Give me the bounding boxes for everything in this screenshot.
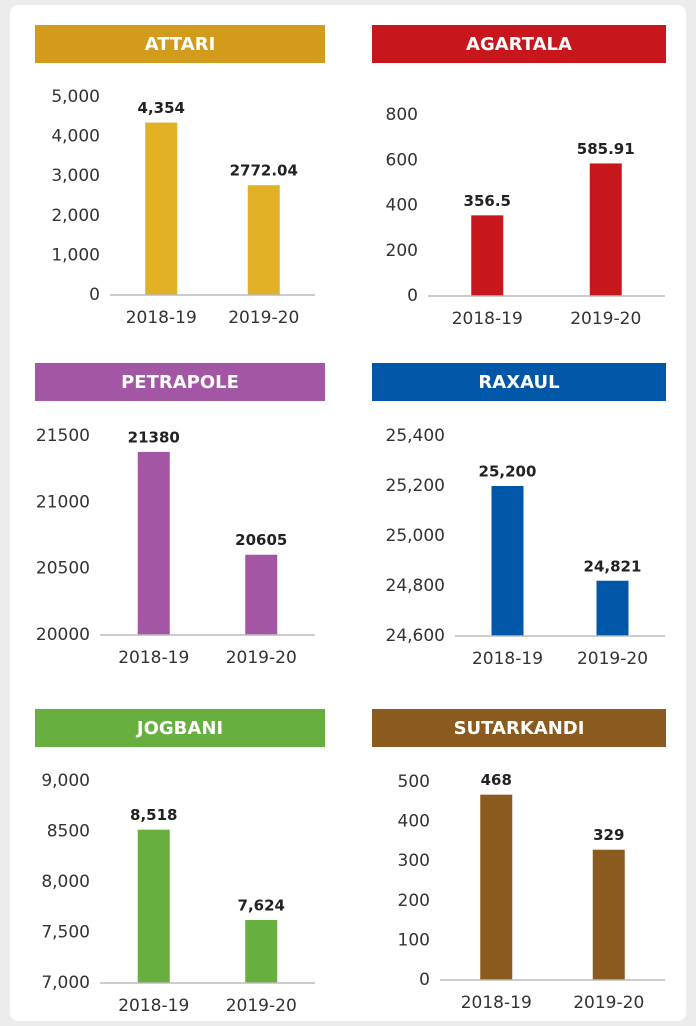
y-tick-label: 0 (407, 286, 418, 306)
y-tick-label: 100 (398, 930, 430, 950)
title-bar (35, 363, 325, 401)
chart-title: AGARTALA (466, 34, 572, 55)
value-label: 329 (593, 826, 624, 844)
title-bar (35, 709, 325, 747)
value-label: 24,821 (584, 557, 642, 575)
bar (137, 829, 170, 983)
x-tick-label: 2019-20 (577, 649, 648, 669)
value-label: 4,354 (138, 99, 185, 117)
chart-title: SUTARKANDI (454, 718, 585, 739)
y-tick-label: 2,000 (51, 206, 100, 226)
title-bar (372, 25, 666, 63)
x-tick-label: 2018-19 (118, 648, 189, 668)
bar (145, 122, 178, 295)
bar (245, 554, 278, 635)
y-tick-label: 24,800 (386, 576, 445, 596)
x-tick-label: 2019-20 (570, 309, 641, 329)
y-tick-label: 20500 (36, 559, 90, 579)
y-tick-label: 25,000 (386, 526, 445, 546)
bar (491, 486, 524, 636)
panel (10, 5, 686, 1021)
y-tick-label: 3,000 (51, 166, 100, 186)
value-label: 356.5 (464, 192, 511, 210)
x-tick-label: 2018-19 (452, 309, 523, 329)
chart-title: JOGBANI (135, 718, 223, 739)
y-tick-label: 21500 (36, 426, 90, 446)
y-tick-label: 200 (386, 241, 418, 261)
title-bar (35, 25, 325, 63)
title-bar (372, 709, 666, 747)
y-tick-label: 8,000 (41, 872, 90, 892)
y-tick-label: 800 (386, 105, 418, 125)
y-tick-label: 7,500 (41, 923, 90, 943)
x-tick-label: 2018-19 (461, 993, 532, 1013)
y-tick-label: 21000 (36, 492, 90, 512)
y-tick-label: 1,000 (51, 245, 100, 265)
y-tick-label: 8500 (47, 822, 90, 842)
x-tick-label: 2018-19 (126, 308, 197, 328)
chart-title: PETRAPOLE (121, 372, 239, 393)
y-tick-label: 20000 (36, 625, 90, 645)
y-tick-label: 25,400 (386, 426, 445, 446)
chart-title: ATTARI (145, 34, 216, 55)
bar (247, 185, 280, 295)
y-tick-label: 0 (419, 970, 430, 990)
bar (245, 919, 278, 983)
value-label: 21380 (128, 428, 180, 446)
x-tick-label: 2019-20 (226, 996, 297, 1016)
y-tick-label: 9,000 (41, 771, 90, 791)
chart-title: RAXAUL (478, 372, 559, 393)
y-tick-label: 400 (386, 196, 418, 216)
y-tick-label: 200 (398, 891, 430, 911)
y-tick-label: 25,200 (386, 476, 445, 496)
bar (471, 215, 504, 296)
y-tick-label: 5,000 (51, 87, 100, 107)
bar (596, 580, 629, 636)
value-label: 20605 (235, 531, 287, 549)
x-tick-label: 2018-19 (472, 649, 543, 669)
x-tick-label: 2019-20 (226, 648, 297, 668)
bar (480, 794, 513, 980)
title-bar (372, 363, 666, 401)
value-label: 25,200 (479, 463, 537, 481)
bar (137, 451, 170, 635)
y-tick-label: 500 (398, 772, 430, 792)
y-tick-label: 300 (398, 851, 430, 871)
y-tick-label: 400 (398, 812, 430, 832)
value-label: 2772.04 (230, 162, 298, 180)
y-tick-label: 4,000 (51, 127, 100, 147)
x-tick-label: 2019-20 (228, 308, 299, 328)
bar (592, 849, 625, 980)
value-label: 468 (481, 771, 512, 789)
bar (589, 163, 622, 296)
x-tick-label: 2018-19 (118, 996, 189, 1016)
y-tick-label: 0 (89, 285, 100, 305)
x-tick-label: 2019-20 (573, 993, 644, 1013)
value-label: 8,518 (130, 806, 177, 824)
y-tick-label: 24,600 (386, 626, 445, 646)
y-tick-label: 600 (386, 150, 418, 170)
y-tick-label: 7,000 (41, 973, 90, 993)
value-label: 7,624 (238, 896, 285, 914)
value-label: 585.91 (577, 140, 635, 158)
